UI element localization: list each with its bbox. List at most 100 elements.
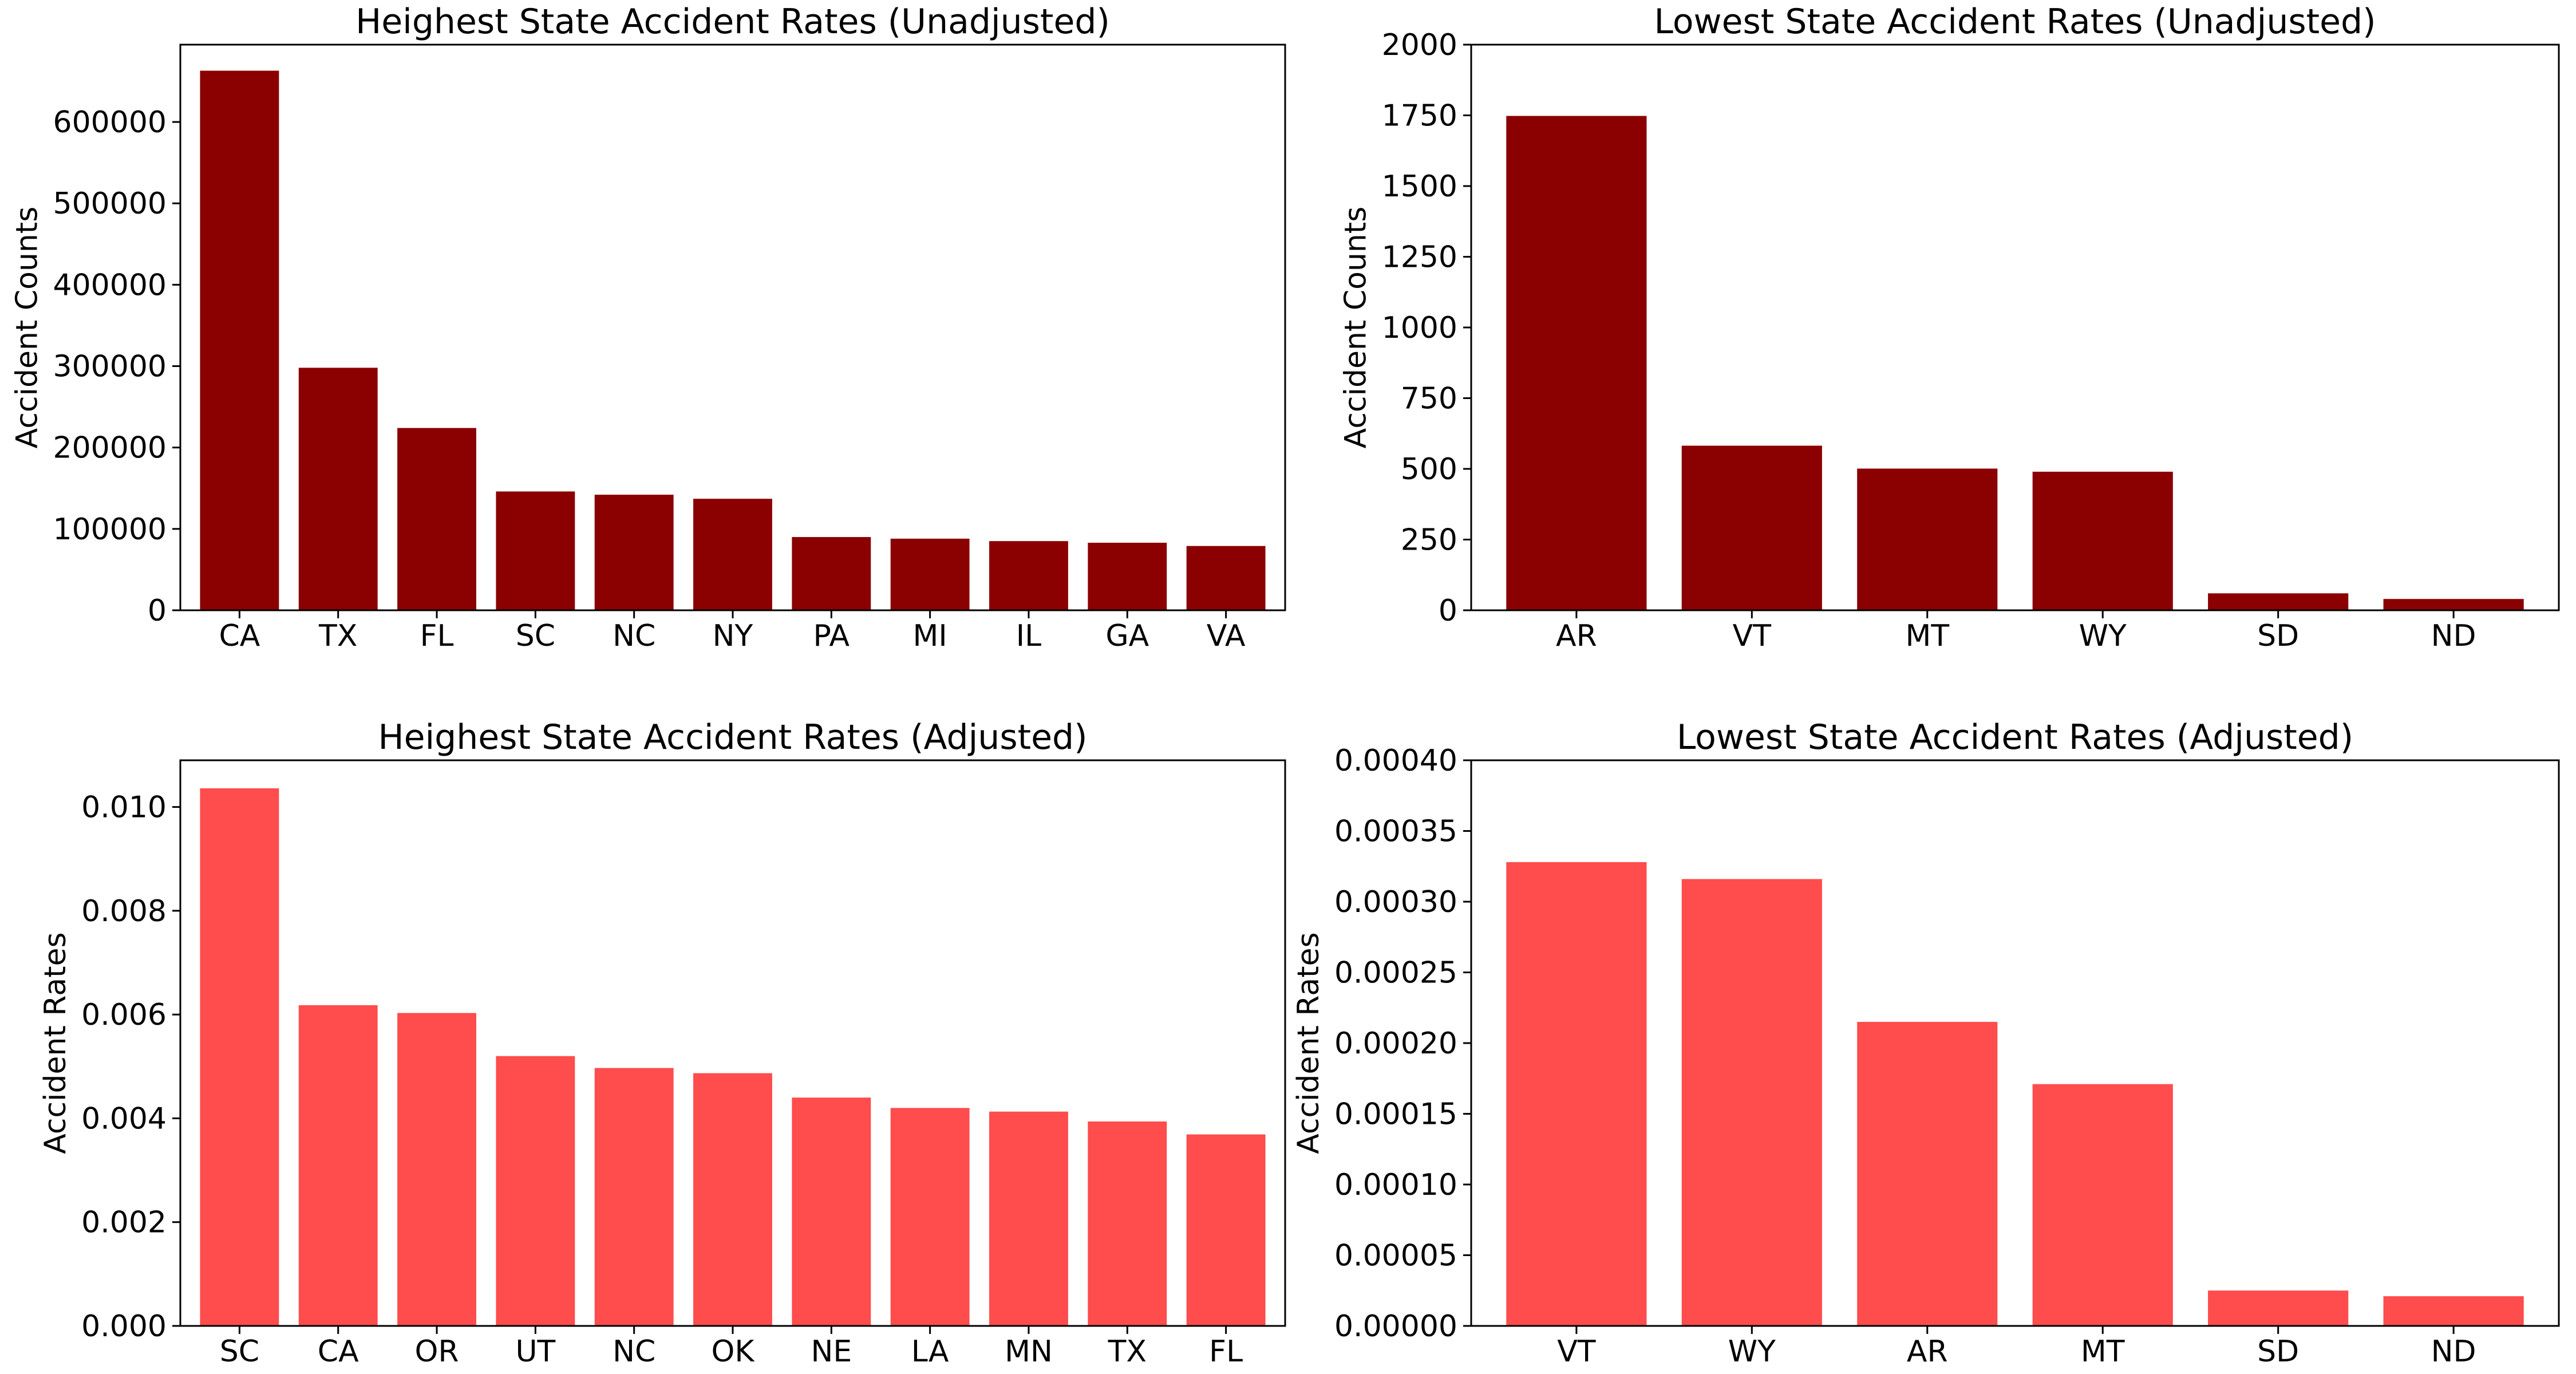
- y-tick-label: 0: [148, 594, 167, 628]
- y-tick-label: 500: [1401, 452, 1457, 487]
- bar-wy: [2032, 471, 2173, 610]
- chart-title: Heighest State Accident Rates (Adjusted): [378, 717, 1087, 757]
- y-tick-label: 0.006: [81, 998, 167, 1032]
- y-tick-label: 2000: [1382, 28, 1457, 62]
- x-tick-label: VA: [1207, 619, 1246, 653]
- y-tick-label: 500000: [53, 187, 167, 221]
- x-tick-label: SD: [2257, 619, 2299, 653]
- x-tick-label: WY: [1728, 1334, 1776, 1369]
- bars: [1506, 862, 2524, 1326]
- chart-lowest-adjusted: Lowest State Accident Rates (Adjusted) A…: [1291, 717, 2560, 1369]
- x-tick-label: WY: [2079, 619, 2127, 653]
- bar-ut: [496, 1056, 575, 1326]
- x-tick-label: UT: [515, 1334, 555, 1369]
- bar-nc: [594, 1068, 674, 1326]
- bar-fl: [1186, 1134, 1266, 1326]
- chart-title: Lowest State Accident Rates (Unadjusted): [1654, 2, 2376, 42]
- bar-ar: [1857, 1021, 1998, 1326]
- bar-sd: [2208, 1290, 2349, 1326]
- bar-or: [397, 1013, 476, 1326]
- bar-ny: [693, 499, 772, 610]
- bar-vt: [1506, 862, 1647, 1326]
- x-tick-label: TX: [318, 619, 357, 653]
- bar-mi: [890, 538, 970, 610]
- y-tick-label: 0.00040: [1334, 744, 1457, 778]
- x-tick-label: CA: [219, 619, 260, 653]
- chart-lowest-unadjusted: Lowest State Accident Rates (Unadjusted)…: [1339, 2, 2560, 653]
- x-axis-ticks: VT WY AR MT SD ND: [1557, 1326, 2476, 1369]
- x-tick-label: MI: [913, 619, 947, 653]
- x-tick-label: FL: [1209, 1334, 1243, 1369]
- chart-highest-adjusted: Heighest State Accident Rates (Adjusted)…: [38, 717, 1286, 1369]
- bar-wy: [1681, 879, 1822, 1326]
- x-tick-label: OK: [711, 1334, 755, 1369]
- bar-nd: [2383, 1296, 2524, 1326]
- x-tick-label: VT: [1733, 619, 1772, 653]
- y-tick-label: 0.00000: [1334, 1309, 1457, 1344]
- bars: [200, 70, 1266, 611]
- y-axis-label: Accident Rates: [1291, 932, 1326, 1154]
- bar-la: [890, 1108, 970, 1326]
- x-tick-label: IL: [1016, 619, 1041, 653]
- x-tick-label: GA: [1105, 619, 1149, 653]
- y-tick-label: 600000: [53, 105, 167, 140]
- bar-vt: [1681, 445, 1822, 610]
- bar-sc: [200, 788, 279, 1326]
- y-tick-label: 0.002: [81, 1206, 167, 1240]
- y-tick-label: 1250: [1382, 240, 1457, 275]
- bars: [1506, 116, 2524, 611]
- x-tick-label: NC: [613, 1334, 655, 1369]
- y-tick-label: 0.00035: [1334, 815, 1457, 849]
- bar-ca: [200, 70, 279, 611]
- y-axis-ticks: 0.000 0.002 0.004 0.006 0.008 0.010: [81, 791, 180, 1344]
- x-axis-ticks: CA TX FL SC NC NY PA MI IL GA VA: [219, 610, 1246, 653]
- y-tick-label: 0.00015: [1334, 1097, 1457, 1132]
- x-tick-label: SD: [2257, 1334, 2299, 1369]
- bar-nc: [594, 495, 674, 610]
- y-tick-label: 0: [1439, 594, 1457, 628]
- chart-highest-unadjusted: Heighest State Accident Rates (Unadjuste…: [10, 2, 1286, 653]
- bars: [200, 788, 1266, 1326]
- y-tick-label: 0.004: [81, 1101, 167, 1136]
- y-axis-label: Accident Counts: [1339, 207, 1373, 449]
- bar-ar: [1506, 116, 1647, 611]
- x-tick-label: NY: [713, 619, 753, 653]
- x-tick-label: VT: [1557, 1334, 1596, 1369]
- x-tick-label: AR: [1556, 619, 1597, 653]
- y-axis-label: Accident Counts: [10, 207, 44, 449]
- y-tick-label: 400000: [53, 268, 167, 302]
- x-tick-label: SC: [516, 619, 555, 653]
- y-tick-label: 1750: [1382, 99, 1457, 133]
- bar-sd: [2208, 593, 2349, 610]
- x-tick-label: ND: [2431, 1334, 2476, 1369]
- bar-mn: [989, 1111, 1068, 1326]
- bar-ne: [792, 1097, 871, 1326]
- x-tick-label: MT: [2081, 1334, 2125, 1369]
- y-tick-label: 200000: [53, 431, 167, 465]
- chart-title: Lowest State Accident Rates (Adjusted): [1677, 717, 2353, 757]
- y-tick-label: 100000: [53, 512, 167, 547]
- x-tick-label: MT: [1905, 619, 1949, 653]
- x-axis-ticks: SC CA OR UT NC OK NE LA MN TX FL: [220, 1326, 1243, 1369]
- y-tick-label: 300000: [53, 350, 167, 384]
- x-tick-label: ND: [2431, 619, 2476, 653]
- x-tick-label: CA: [318, 1334, 359, 1369]
- y-tick-label: 0.008: [81, 894, 167, 929]
- x-axis-ticks: AR VT MT WY SD ND: [1556, 610, 2476, 653]
- x-tick-label: OR: [415, 1334, 459, 1369]
- y-tick-label: 1500: [1382, 169, 1457, 204]
- y-tick-label: 0.000: [81, 1309, 167, 1344]
- chart-title: Heighest State Accident Rates (Unadjuste…: [355, 2, 1110, 42]
- bar-nd: [2383, 599, 2524, 610]
- bar-ca: [298, 1005, 378, 1326]
- x-tick-label: NE: [811, 1334, 852, 1369]
- bar-tx: [1088, 1121, 1167, 1326]
- y-tick-label: 0.00010: [1334, 1168, 1457, 1202]
- x-tick-label: TX: [1108, 1334, 1147, 1369]
- bar-il: [989, 541, 1068, 610]
- y-axis-ticks: 0 250 500 750 1000 1250 1500 1750 2000: [1382, 28, 1471, 628]
- y-tick-label: 250: [1401, 523, 1457, 558]
- y-tick-label: 0.00005: [1334, 1239, 1457, 1273]
